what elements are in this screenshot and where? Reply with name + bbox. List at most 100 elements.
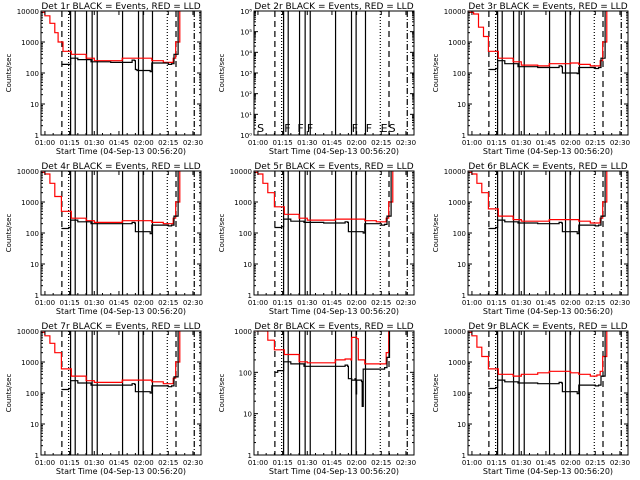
y-tick-label: 10: [457, 261, 466, 269]
y-tick-label: 10000: [17, 168, 39, 176]
y-tick-label: 1000: [448, 359, 466, 367]
y-tick-label: 1000: [448, 199, 466, 207]
x-tick-label: 02:00: [561, 139, 581, 147]
detector-plot-1: Det 1r BLACK = Events, RED = LLD Counts/s…: [5, 2, 203, 156]
x-tick-label: 01:30: [297, 299, 317, 307]
plot-area: [254, 171, 408, 295]
x-tick-label: 02:15: [371, 139, 391, 147]
y-tick-label: 10: [457, 101, 466, 109]
x-tick-label: 01:30: [297, 459, 317, 467]
x-tick-label: 01:45: [536, 299, 556, 307]
detector-plot-2: Det 2r BLACK = Events, RED = LLD Counts/s…: [218, 2, 416, 156]
x-tick-label: 01:15: [60, 139, 80, 147]
x-tick-label: 01:30: [84, 139, 104, 147]
y-axis-label: Counts/sec: [218, 54, 226, 93]
x-tick-label: 01:45: [109, 459, 129, 467]
x-tick-label: 01:00: [462, 139, 482, 147]
x-tick-label: 02:30: [396, 459, 416, 467]
detector-plot-3: Det 3r BLACK = Events, RED = LLD Counts/s…: [432, 2, 630, 156]
x-tick-label: 01:15: [487, 299, 507, 307]
plot-area: [468, 171, 622, 295]
x-tick-label: 01:30: [297, 139, 317, 147]
plot-title: Det 2r BLACK = Events, RED = LLD: [254, 2, 413, 12]
y-tick-label: 100: [453, 70, 466, 78]
plot-area: [41, 11, 195, 135]
x-axis-label: Start Time (04-Sep-13 00:56:20): [56, 467, 186, 476]
series-events-line: [274, 171, 392, 234]
series-events-line: [488, 11, 606, 75]
x-tick-label: 02:30: [610, 139, 630, 147]
y-tick-label: 10000: [444, 168, 466, 176]
x-tick-label: 02:30: [610, 459, 630, 467]
x-tick-label: 02:00: [347, 459, 367, 467]
y-tick-label: 1000: [234, 199, 252, 207]
y-tick-label: 1: [248, 292, 252, 300]
y-tick-label: 1: [35, 132, 39, 140]
x-tick-label: 02:15: [585, 299, 605, 307]
x-tick-label: 02:30: [610, 299, 630, 307]
flare-flag-label: F: [366, 122, 372, 135]
plot-title: Det 8r BLACK = Events, RED = LLD: [254, 322, 413, 332]
plot-area: [254, 331, 408, 455]
y-tick-label: 10: [30, 101, 39, 109]
y-tick-label: 10: [243, 261, 252, 269]
y-axis-label: Counts/sec: [218, 374, 226, 413]
y-axis-label: Counts/sec: [432, 214, 440, 253]
y-tick-label: 1: [35, 292, 39, 300]
x-tick-label: 02:15: [585, 459, 605, 467]
x-axis-label: Start Time (04-Sep-13 00:56:20): [483, 467, 613, 476]
x-tick-label: 02:00: [347, 139, 367, 147]
series-events-line: [61, 171, 179, 235]
plot-title: Det 5r BLACK = Events, RED = LLD: [254, 162, 413, 172]
x-tick-label: 02:15: [158, 139, 178, 147]
series-lld-line: [41, 11, 181, 63]
y-tick-label: 100: [453, 390, 466, 398]
y-tick-label: 100: [26, 230, 39, 238]
x-tick-label: 01:45: [322, 299, 342, 307]
y-tick-label: 10: [30, 421, 39, 429]
x-tick-label: 01:00: [35, 299, 55, 307]
plot-area: [468, 11, 622, 135]
y-tick-label: 1000: [21, 359, 39, 367]
series-events-line: [61, 11, 179, 73]
y-tick-label: 1000: [448, 39, 466, 47]
x-tick-label: 01:45: [109, 139, 129, 147]
y-tick-label: 10000: [17, 8, 39, 16]
x-tick-label: 01:15: [60, 299, 80, 307]
y-tick-label: 100: [453, 230, 466, 238]
y-tick-label: 10⁴: [240, 49, 252, 57]
plot-frame: [40, 330, 202, 456]
x-tick-label: 02:00: [134, 459, 154, 467]
flare-flag-label: F: [307, 122, 313, 135]
y-tick-label: 10: [30, 261, 39, 269]
plot-title: Det 3r BLACK = Events, RED = LLD: [468, 2, 627, 12]
x-tick-label: 02:30: [183, 459, 203, 467]
series-lld-line: [41, 171, 181, 225]
series-events-line: [274, 331, 391, 407]
y-tick-label: 1: [462, 132, 466, 140]
y-tick-label: 10⁶: [240, 8, 252, 16]
plot-title: Det 4r BLACK = Events, RED = LLD: [41, 162, 200, 172]
series-lld-line: [468, 331, 608, 377]
x-tick-label: 02:30: [396, 299, 416, 307]
plot-frame: [253, 170, 415, 296]
x-tick-label: 01:00: [248, 459, 268, 467]
series-lld-line: [468, 171, 608, 224]
x-tick-label: 02:15: [158, 299, 178, 307]
detector-plot-7: Det 7r BLACK = Events, RED = LLD Counts/s…: [5, 322, 203, 476]
x-tick-label: 02:15: [158, 459, 178, 467]
y-tick-label: 100: [26, 70, 39, 78]
y-tick-label: 100: [239, 230, 252, 238]
x-tick-label: 01:45: [536, 139, 556, 147]
x-tick-label: 02:00: [134, 139, 154, 147]
x-tick-label: 01:15: [487, 459, 507, 467]
plot-frame: [40, 170, 202, 296]
y-axis-label: Counts/sec: [432, 374, 440, 413]
y-tick-label: 10⁵: [240, 29, 252, 37]
series-lld-line: [468, 11, 608, 67]
y-tick-label: 10¹: [240, 111, 252, 119]
x-tick-label: 01:15: [487, 139, 507, 147]
x-tick-label: 02:00: [561, 459, 581, 467]
y-tick-label: 10000: [444, 328, 466, 336]
